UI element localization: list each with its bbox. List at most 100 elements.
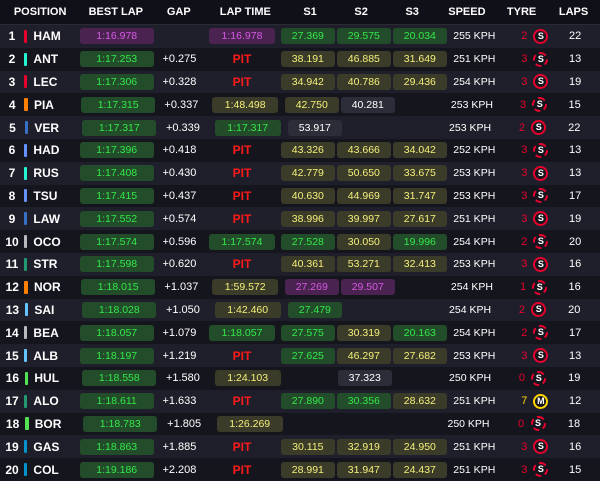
speed-value: 251 KPH (453, 212, 496, 225)
driver-code[interactable]: NOR (33, 280, 61, 295)
table-row[interactable]: 17 ALO 1:18.611 +1.633 PIT 27.890 30.356 28.632… (0, 389, 600, 413)
team-color-bar (24, 394, 28, 408)
table-row[interactable]: 12 NOR 1:18.015 +1.037 1:59.572 27.269 29.507 2… (0, 275, 600, 299)
tyre-age: 3 (521, 349, 528, 362)
gap-value: +0.430 (162, 167, 197, 180)
driver-code[interactable]: BOR (34, 416, 62, 431)
table-row[interactable]: 15 ALB 1:18.197 +1.219 PIT 27.625 46.297 27.682… (0, 344, 600, 367)
tyre-age: 3 (521, 440, 528, 453)
driver-code[interactable]: COL (33, 462, 59, 477)
best-lap-value: 1:17.574 (79, 233, 154, 250)
driver-code[interactable]: ALO (33, 394, 59, 409)
sector-1-value: 27.890 (280, 393, 335, 410)
driver-code[interactable]: HAD (33, 143, 60, 158)
header-position[interactable]: POSITION (13, 6, 67, 18)
sector-1-value: 27.528 (280, 233, 335, 250)
pit-indicator: PIT (232, 257, 252, 272)
position-number: 11 (5, 257, 19, 272)
table-row[interactable]: 16 HUL 1:18.558 +1.580 1:24.103 37.323 250 KPH… (0, 366, 600, 390)
team-color-bar (24, 121, 29, 135)
laps-count: 13 (569, 144, 582, 157)
soft-tyre-icon: S (531, 302, 547, 318)
laps-count: 20 (569, 235, 582, 248)
table-row[interactable]: 11 STR 1:17.598 +0.620 PIT 40.361 53.271 32.413… (0, 252, 600, 276)
laps-count: 17 (569, 189, 582, 202)
header-s2[interactable]: S2 (354, 6, 368, 18)
header-gap[interactable]: GAP (166, 6, 191, 18)
sector-2-value: 30.050 (336, 233, 391, 250)
sector-2-value: 40.786 (336, 73, 391, 90)
sector-1-value: 27.369 (280, 28, 335, 45)
tyre-age: 2 (521, 326, 528, 339)
laps-count: 13 (569, 53, 582, 66)
team-color-bar (24, 326, 28, 340)
position-number: 12 (5, 280, 19, 295)
driver-code[interactable]: OCO (33, 234, 61, 249)
soft-tyre-icon: S (533, 28, 549, 44)
driver-code[interactable]: HAM (33, 29, 61, 44)
table-row[interactable]: 8 TSU 1:17.415 +0.437 PIT 40.630 44.969 31.747 2… (0, 184, 600, 208)
sector-3-value: 24.437 (392, 461, 447, 478)
driver-code[interactable]: SAI (34, 302, 55, 317)
table-row[interactable]: 10 OCO 1:17.574 +0.596 1:17.574 27.528 30.050 1… (0, 230, 600, 253)
position-number: 7 (8, 166, 16, 181)
team-color-bar (24, 143, 28, 157)
driver-code[interactable]: LEC (33, 74, 58, 89)
table-row[interactable]: 6 HAD 1:17.396 +0.418 PIT 43.326 43.666 34.042 2… (0, 138, 600, 162)
table-row[interactable]: 13 SAI 1:18.028 +1.050 1:42.460 27.479 254 KPH… (0, 298, 600, 322)
table-row[interactable]: 14 BEA 1:18.057 +1.079 1:18.057 27.575 30.319 2… (0, 321, 600, 345)
table-row[interactable]: 2 ANT 1:17.253 +0.275 PIT 38.191 46.885 31.649 2… (0, 47, 600, 71)
driver-code[interactable]: ALB (33, 348, 59, 363)
gap-value: +0.339 (165, 121, 200, 134)
soft-tyre-icon: S (533, 234, 549, 250)
header-laps[interactable]: LAPS (558, 6, 589, 18)
header-s3[interactable]: S3 (405, 6, 419, 18)
header-tyre[interactable]: TYRE (506, 6, 537, 18)
position-number: 9 (8, 211, 16, 226)
laps-count: 16 (569, 440, 582, 453)
soft-tyre-icon: S (533, 188, 549, 204)
header-speed[interactable]: SPEED (448, 6, 486, 18)
driver-code[interactable]: TSU (33, 188, 58, 203)
soft-tyre-icon: S (533, 165, 549, 181)
sector-3-value: 24.950 (392, 438, 447, 455)
table-row[interactable]: 3 LEC 1:17.306 +0.328 PIT 34.942 40.786 29.436 2… (0, 70, 600, 94)
soft-tyre-icon: S (533, 74, 549, 90)
gap-value: +1.050 (165, 303, 200, 316)
driver-code[interactable]: VER (34, 120, 60, 135)
team-color-bar (24, 75, 28, 89)
driver-code[interactable]: STR (33, 257, 58, 272)
lap-time-value: 1:17.574 (208, 233, 275, 250)
team-color-bar (24, 235, 28, 249)
table-row[interactable]: 4 PIA 1:17.315 +0.337 1:48.498 42.750 40.281 25… (0, 93, 600, 117)
gap-value: +1.805 (167, 417, 202, 430)
best-lap-value: 1:18.783 (83, 415, 158, 432)
table-row[interactable]: 1 HAM 1:16.978 1:16.978 27.369 29.575 20.034 25… (0, 25, 600, 48)
header-s1[interactable]: S1 (303, 6, 317, 18)
sector-3-value: 20.163 (392, 324, 447, 341)
driver-code[interactable]: GAS (33, 439, 60, 454)
tyre-age: 3 (521, 53, 528, 66)
table-row[interactable]: 18 BOR 1:18.783 +1.805 1:26.269 250 KPH 0 S 18 (0, 412, 600, 436)
table-row[interactable]: 7 RUS 1:17.408 +0.430 PIT 42.779 50.650 33.675 2… (0, 161, 600, 185)
gap-value: +2.208 (162, 463, 197, 476)
header-best-lap[interactable]: BEST LAP (88, 6, 144, 18)
driver-code[interactable]: HUL (34, 371, 60, 386)
position-number: 13 (5, 302, 20, 317)
driver-code[interactable]: PIA (33, 97, 54, 112)
tyre-age: 2 (518, 303, 526, 316)
sector-1-value: 38.996 (280, 210, 335, 227)
table-row[interactable]: 5 VER 1:17.317 +0.339 1:17.317 53.917 253 KPH 2… (0, 116, 600, 139)
driver-code[interactable]: LAW (33, 211, 61, 226)
lap-time-value: 1:18.057 (208, 324, 275, 341)
header-lap-time[interactable]: LAP TIME (219, 6, 271, 18)
table-row[interactable]: 9 LAW 1:17.552 +0.574 PIT 38.996 39.997 27.617 2… (0, 207, 600, 231)
driver-code[interactable]: RUS (33, 166, 59, 181)
driver-code[interactable]: ANT (33, 52, 59, 67)
table-row[interactable]: 19 GAS 1:18.863 +1.885 PIT 30.115 32.919 24.950… (0, 435, 600, 459)
table-row[interactable]: 20 COL 1:19.186 +2.208 PIT 28.991 31.947 24.437… (0, 458, 600, 481)
gap-value: +1.885 (162, 440, 197, 453)
driver-code[interactable]: BEA (33, 325, 59, 340)
best-lap-value: 1:18.028 (82, 301, 157, 318)
sector-3-value: 20.034 (392, 28, 447, 45)
